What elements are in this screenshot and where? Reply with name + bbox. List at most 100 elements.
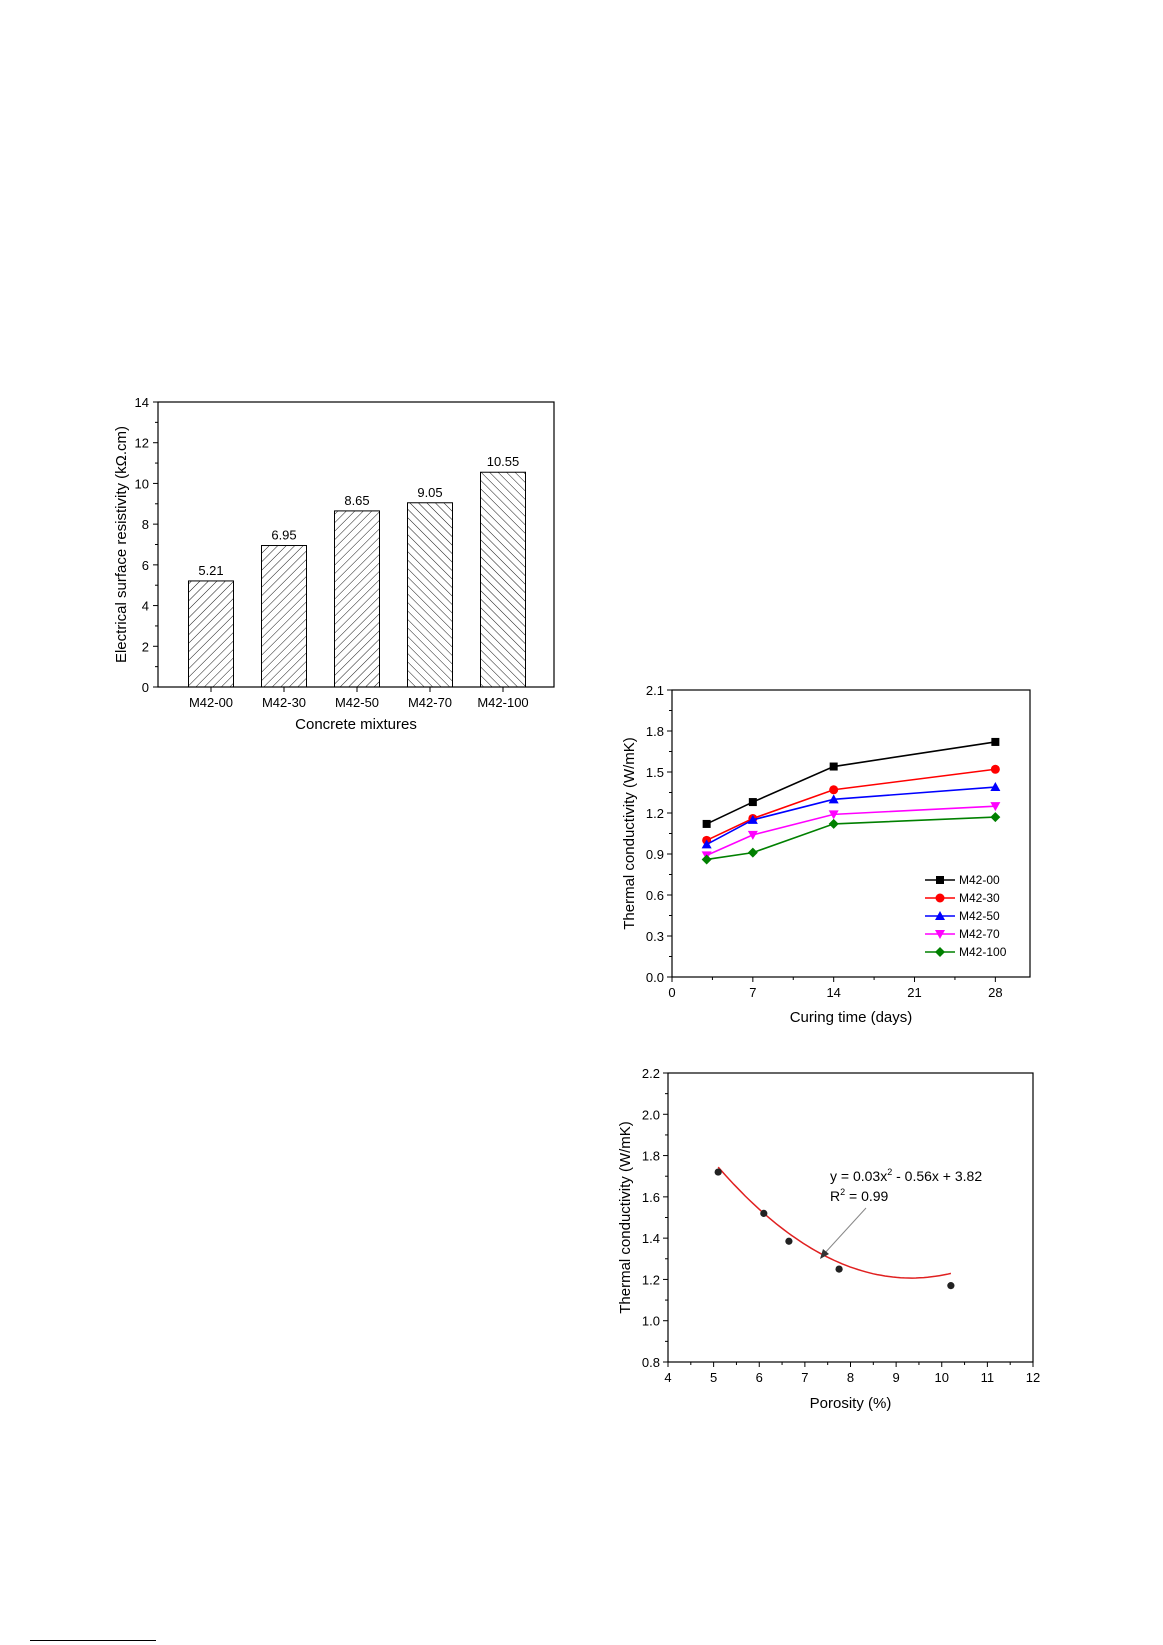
series-point-M42-30 [829, 785, 839, 795]
footnote-rule [30, 1640, 156, 1641]
y-tick-label: 0.0 [646, 970, 664, 985]
x-tick-label: 28 [988, 985, 1002, 1000]
series-point-M42-00 [748, 798, 757, 807]
legend-entry: M42-100 [959, 945, 1007, 959]
fit-curve [717, 1166, 952, 1279]
y-tick-label: 1.8 [642, 1149, 660, 1164]
legend-marker-M42-30 [935, 893, 945, 903]
series-point-M42-100 [747, 847, 758, 858]
y-axis-label: Electrical surface resistivity (kΩ.cm) [113, 426, 130, 663]
x-tick-label: 5 [710, 1370, 717, 1385]
y-tick-label: 12 [135, 436, 149, 451]
legend-entry: M42-50 [959, 909, 1000, 923]
annotation-arrow-line [823, 1207, 867, 1255]
data-point [714, 1168, 722, 1176]
series-line-M42-30 [706, 768, 996, 842]
series-line-M42-00 [706, 741, 996, 825]
data-point [760, 1209, 768, 1217]
y-axis-label: Thermal conductivity (W/mK) [617, 1121, 634, 1314]
y-tick-label: 1.4 [642, 1231, 660, 1246]
y-tick-label: 0.9 [646, 847, 664, 862]
x-tick-label: M42-30 [262, 695, 306, 710]
y-tick-label: 6 [142, 558, 149, 573]
y-tick-label: 4 [142, 599, 149, 614]
x-axis-label: Concrete mixtures [295, 716, 417, 733]
series-line-M42-70 [706, 805, 996, 857]
y-tick-label: 0.3 [646, 929, 664, 944]
bar-value-label: 8.65 [344, 493, 369, 508]
x-tick-label: 4 [664, 1370, 671, 1385]
series-point-M42-50 [701, 839, 712, 849]
series-point-M42-00 [702, 819, 711, 828]
series-point-M42-00 [829, 762, 838, 771]
y-tick-label: 2 [142, 639, 149, 654]
bar-value-label: 9.05 [417, 485, 442, 500]
bar-M42-30 [261, 545, 307, 688]
legend-entry: M42-70 [959, 927, 1000, 941]
annotation-arrow-head [820, 1249, 829, 1259]
series-point-M42-50 [747, 814, 758, 824]
legend-marker-M42-70 [935, 930, 945, 939]
y-tick-label: 8 [142, 517, 149, 532]
y-tick-label: 2.0 [642, 1107, 660, 1122]
x-tick-label: M42-00 [189, 695, 233, 710]
x-tick-label: M42-100 [477, 695, 528, 710]
y-tick-label: 1.6 [642, 1190, 660, 1205]
legend-marker-M42-100 [935, 947, 945, 957]
series-point-M42-100 [990, 812, 1001, 823]
y-tick-label: 1.2 [642, 1272, 660, 1287]
x-axis-label: Curing time (days) [790, 1009, 913, 1026]
legend-marker-M42-00 [936, 876, 944, 884]
x-tick-label: 10 [935, 1370, 949, 1385]
plot-frame [667, 1072, 1034, 1363]
series-point-M42-100 [828, 818, 839, 829]
data-point [947, 1282, 955, 1290]
x-tick-label: 0 [668, 985, 675, 1000]
series-point-M42-30 [990, 764, 1000, 774]
bar-value-label: 6.95 [271, 528, 296, 543]
series-point-M42-70 [990, 802, 1001, 812]
data-point [835, 1265, 843, 1273]
legend-entry: M42-30 [959, 891, 1000, 905]
series-point-M42-00 [991, 737, 1000, 746]
y-tick-label: 1.0 [642, 1314, 660, 1329]
y-tick-label: 10 [135, 476, 149, 491]
x-tick-label: M42-70 [408, 695, 452, 710]
y-tick-label: 1.5 [646, 765, 664, 780]
x-tick-label: 6 [756, 1370, 763, 1385]
x-tick-label: 7 [801, 1370, 808, 1385]
bar-value-label: 10.55 [487, 454, 520, 469]
y-tick-label: 2.1 [646, 683, 664, 698]
legend-entry: M42-00 [959, 873, 1000, 887]
series-point-M42-100 [701, 854, 712, 865]
y-axis-label: Thermal conductivity (W/mK) [621, 737, 638, 930]
x-tick-label: 11 [981, 1370, 995, 1385]
x-tick-label: 12 [1026, 1370, 1040, 1385]
y-tick-label: 0.6 [646, 888, 664, 903]
x-tick-label: 7 [749, 985, 756, 1000]
data-point [785, 1237, 793, 1245]
series-point-M42-50 [990, 782, 1001, 792]
y-tick-label: 2.2 [642, 1066, 660, 1081]
series-point-M42-70 [828, 810, 839, 820]
series-line-M42-100 [706, 816, 996, 861]
x-tick-label: 9 [893, 1370, 900, 1385]
x-tick-label: M42-50 [335, 695, 379, 710]
series-point-M42-70 [747, 830, 758, 840]
series-line-M42-50 [706, 786, 996, 846]
y-tick-label: 0.8 [642, 1355, 660, 1370]
bar-value-label: 5.21 [198, 563, 223, 578]
legend-marker-M42-50 [935, 911, 945, 920]
fit-r-squared: R2 = 0.99 [830, 1187, 889, 1204]
y-tick-label: 14 [135, 395, 149, 410]
y-tick-label: 1.2 [646, 806, 664, 821]
fit-equation: y = 0.03x2 - 0.56x + 3.82 [830, 1167, 982, 1184]
x-tick-label: 8 [847, 1370, 854, 1385]
series-point-M42-50 [828, 794, 839, 804]
x-axis-label: Porosity (%) [810, 1395, 892, 1412]
x-tick-label: 14 [826, 985, 840, 1000]
x-tick-label: 21 [907, 985, 921, 1000]
